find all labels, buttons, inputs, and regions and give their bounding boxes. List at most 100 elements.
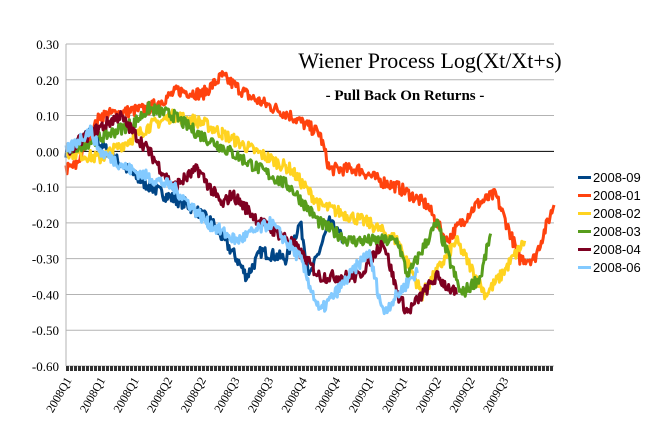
x-tick-mark [206,366,209,371]
y-tick-label: -0.40 [32,287,59,302]
x-tick-mark [486,366,489,371]
legend: 2008-09 2008-01 2008-02 2008-03 2008-04 2008-… [578,168,641,276]
x-tick-mark [186,366,189,371]
x-tick-mark [394,366,397,371]
x-tick-mark [550,366,553,371]
x-tick-mark [130,366,133,371]
x-tick-mark [262,366,265,371]
x-tick-label: 2009Q1 [346,375,377,415]
x-tick-mark [226,366,229,371]
y-tick-label: -0.20 [32,216,59,231]
x-tick-mark [530,366,533,371]
x-tick-mark [306,366,309,371]
x-tick-mark [234,366,237,371]
x-tick-mark [106,366,109,371]
x-tick-mark [470,366,473,371]
x-tick-mark [346,366,349,371]
legend-item: 2008-02 [578,204,641,222]
x-tick-mark [66,366,69,371]
x-tick-mark [526,366,529,371]
legend-item: 2008-04 [578,240,641,258]
x-tick-mark [386,366,389,371]
x-tick-mark [194,366,197,371]
x-tick-mark [178,366,181,371]
x-tick-mark [434,366,437,371]
x-tick-mark [242,366,245,371]
x-tick-mark [294,366,297,371]
x-tick-mark [218,366,221,371]
legend-item: 2008-06 [578,258,641,276]
x-tick-mark [482,366,485,371]
x-tick-mark [514,366,517,371]
x-tick-mark [138,366,141,371]
x-tick-mark [382,366,385,371]
x-tick-mark [370,366,373,371]
x-tick-mark [74,366,77,371]
x-tick-mark [162,366,165,371]
series-line-2008-06 [64,124,419,316]
x-tick-mark [342,366,345,371]
x-tick-mark [542,366,545,371]
x-tick-mark [418,366,421,371]
x-tick-mark [442,366,445,371]
x-tick-mark [410,366,413,371]
x-tick-label: 2008Q1 [43,375,74,415]
x-tick-mark [170,366,173,371]
x-tick-mark [190,366,193,371]
x-tick-label: 2009Q3 [480,375,511,415]
x-tick-mark [154,366,157,371]
y-tick-label: -0.60 [32,359,59,374]
x-tick-label: 2008Q3 [211,375,242,415]
x-tick-mark [414,366,417,371]
x-tick-mark [258,366,261,371]
x-tick-mark [538,366,541,371]
x-tick-mark [398,366,401,371]
x-tick-mark [158,366,161,371]
x-tick-mark [462,366,465,371]
legend-item: 2008-09 [578,168,641,186]
x-tick-mark [478,366,481,371]
y-tick-label: 0.20 [36,73,59,88]
x-tick-mark [110,366,113,371]
x-tick-label: 2009Q2 [446,375,477,415]
x-tick-label: 2009Q1 [379,375,410,415]
x-tick-mark [134,366,137,371]
x-tick-mark [266,366,269,371]
x-tick-mark [310,366,313,371]
x-tick-mark [98,366,101,371]
series-line-2008-04 [65,110,458,315]
x-tick-mark [426,366,429,371]
x-tick-mark [438,366,441,371]
legend-swatch [578,175,591,179]
x-tick-mark [430,366,433,371]
x-tick-mark [494,366,497,371]
x-tick-mark [374,366,377,371]
x-tick-mark [318,366,321,371]
legend-label: 2008-09 [593,169,641,185]
x-tick-mark [90,366,93,371]
x-tick-mark [142,366,145,371]
legend-label: 2008-01 [593,187,641,203]
x-tick-mark [302,366,305,371]
x-tick-mark [350,366,353,371]
x-tick-mark [102,366,105,371]
x-tick-label: 2008Q2 [178,375,209,415]
x-tick-mark [290,366,293,371]
x-tick-label: 2008Q4 [278,375,309,415]
x-tick-mark [118,366,121,371]
x-tick-mark [402,366,405,371]
legend-swatch [578,229,591,233]
x-tick-mark [174,366,177,371]
x-tick-mark [406,366,409,371]
legend-label: 2008-03 [593,223,641,239]
x-tick-label: 2008Q2 [144,375,175,415]
x-tick-mark [354,366,357,371]
x-tick-mark [466,366,469,371]
x-tick-mark [502,366,505,371]
x-tick-mark [86,366,89,371]
chart-title: Wiener Process Log(Xt/Xt+s) [298,48,561,73]
x-tick-mark [150,366,153,371]
x-tick-mark [286,366,289,371]
